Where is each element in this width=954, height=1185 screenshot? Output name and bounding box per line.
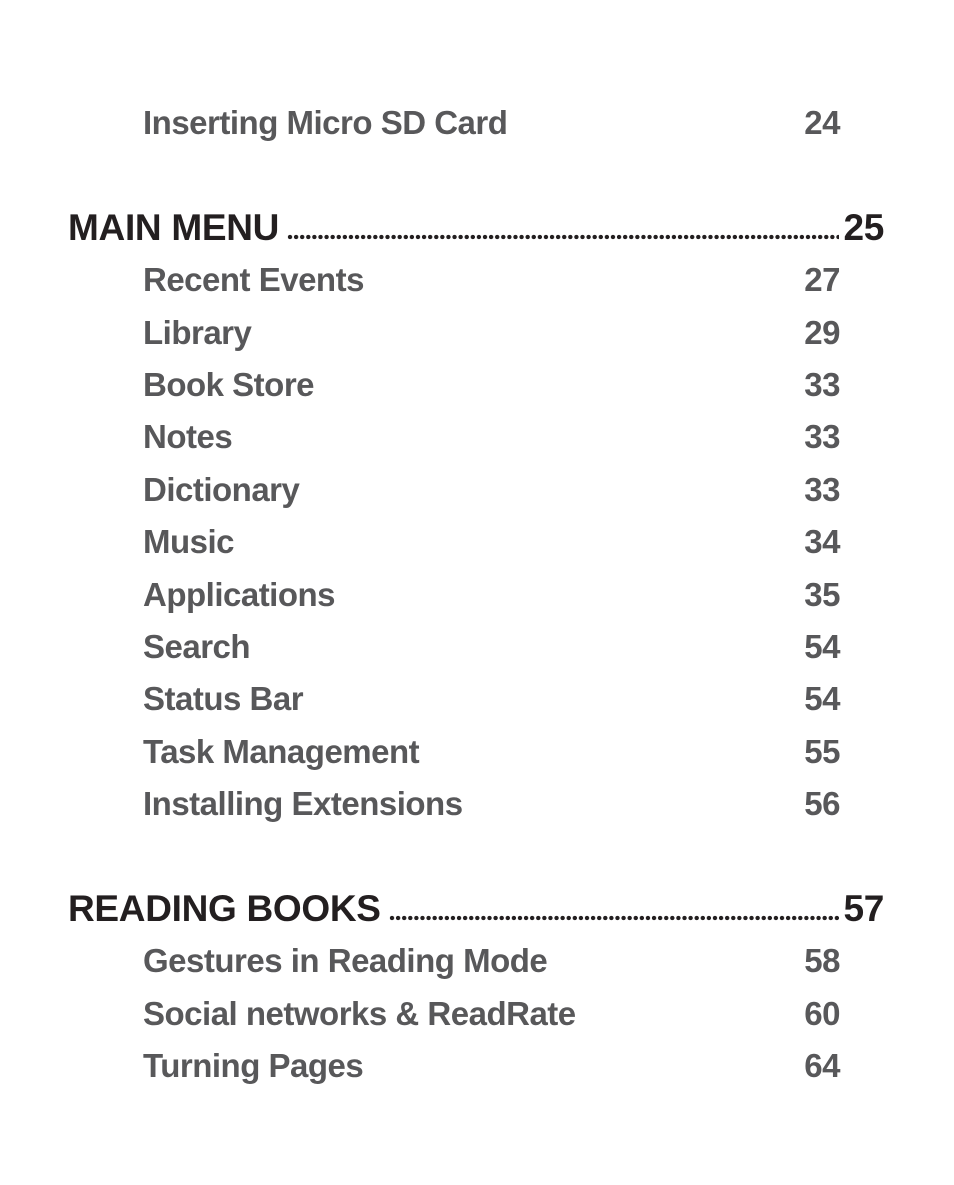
toc-entry-label: Status Bar xyxy=(143,680,304,718)
toc-entry-label: Library xyxy=(143,313,252,351)
toc-entry-page-number: 33 xyxy=(804,418,840,456)
dot-leader xyxy=(287,234,840,241)
toc-section-main-menu[interactable]: MAIN MENU 25 xyxy=(68,202,884,254)
toc-entry-page-number: 54 xyxy=(804,680,840,718)
toc-entry-book-store[interactable]: Book Store 33 xyxy=(143,359,840,411)
toc-entry-label: Gestures in Reading Mode xyxy=(143,942,548,980)
toc-section-reading-books[interactable]: READING BOOKS 57 xyxy=(68,883,884,935)
toc-section-title: MAIN MENU xyxy=(68,206,280,248)
toc-entry-task-management[interactable]: Task Management 55 xyxy=(143,726,840,778)
toc-entry-label: Task Management xyxy=(143,732,420,770)
toc-entry-label: Applications xyxy=(143,575,336,613)
toc-entry-label: Notes xyxy=(143,418,233,456)
toc-entry-page-number: 24 xyxy=(804,104,840,141)
toc-entry-page-number: 33 xyxy=(804,470,840,508)
toc-entry-label: Book Store xyxy=(143,365,315,403)
section-gap xyxy=(68,149,884,201)
dot-leader xyxy=(388,915,840,922)
toc-entry-social-networks-readrate[interactable]: Social networks & ReadRate 60 xyxy=(143,988,840,1040)
section-gap xyxy=(68,830,884,882)
toc-section-title: READING BOOKS xyxy=(68,887,381,929)
toc-entry-page-number: 64 xyxy=(804,1047,840,1085)
toc-entry-page-number: 54 xyxy=(804,627,840,665)
toc-entry-label: Inserting Micro SD Card xyxy=(143,104,508,141)
toc-entry-recent-events[interactable]: Recent Events 27 xyxy=(143,254,840,306)
toc-entry-label: Search xyxy=(143,627,251,665)
toc-entry-label: Music xyxy=(143,523,235,561)
toc-entry-page-number: 34 xyxy=(804,523,840,561)
toc-entry-status-bar[interactable]: Status Bar 54 xyxy=(143,673,840,725)
toc-entry-music[interactable]: Music 34 xyxy=(143,516,840,568)
toc-entry-page-number: 27 xyxy=(804,261,840,299)
toc-entry-inserting-micro-sd-card[interactable]: Inserting Micro SD Card 24 xyxy=(143,97,840,149)
toc-entry-notes[interactable]: Notes 33 xyxy=(143,411,840,463)
toc-entry-page-number: 29 xyxy=(804,313,840,351)
toc-entry-page-number: 58 xyxy=(804,942,840,980)
toc-entry-page-number: 33 xyxy=(804,365,840,403)
toc-entry-label: Installing Extensions xyxy=(143,785,463,823)
toc-entry-dictionary[interactable]: Dictionary 33 xyxy=(143,464,840,516)
toc-entry-installing-extensions[interactable]: Installing Extensions 56 xyxy=(143,778,840,830)
toc-entry-gestures-in-reading-mode[interactable]: Gestures in Reading Mode 58 xyxy=(143,935,840,987)
toc-entry-page-number: 56 xyxy=(804,785,840,823)
toc-entry-label: Recent Events xyxy=(143,261,364,299)
toc-entry-page-number: 35 xyxy=(804,575,840,613)
toc-entry-page-number: 60 xyxy=(804,994,840,1032)
toc-entry-label: Social networks & ReadRate xyxy=(143,994,576,1032)
toc-section-page-number: 57 xyxy=(843,887,884,929)
toc-section-page-number: 25 xyxy=(843,206,884,248)
toc-entry-label: Dictionary xyxy=(143,470,300,508)
toc-entry-applications[interactable]: Applications 35 xyxy=(143,569,840,621)
toc-entry-page-number: 55 xyxy=(804,732,840,770)
toc-entry-library[interactable]: Library 29 xyxy=(143,307,840,359)
toc-entry-label: Turning Pages xyxy=(143,1047,364,1085)
toc-entry-search[interactable]: Search 54 xyxy=(143,621,840,673)
toc-entry-turning-pages[interactable]: Turning Pages 64 xyxy=(143,1040,840,1092)
